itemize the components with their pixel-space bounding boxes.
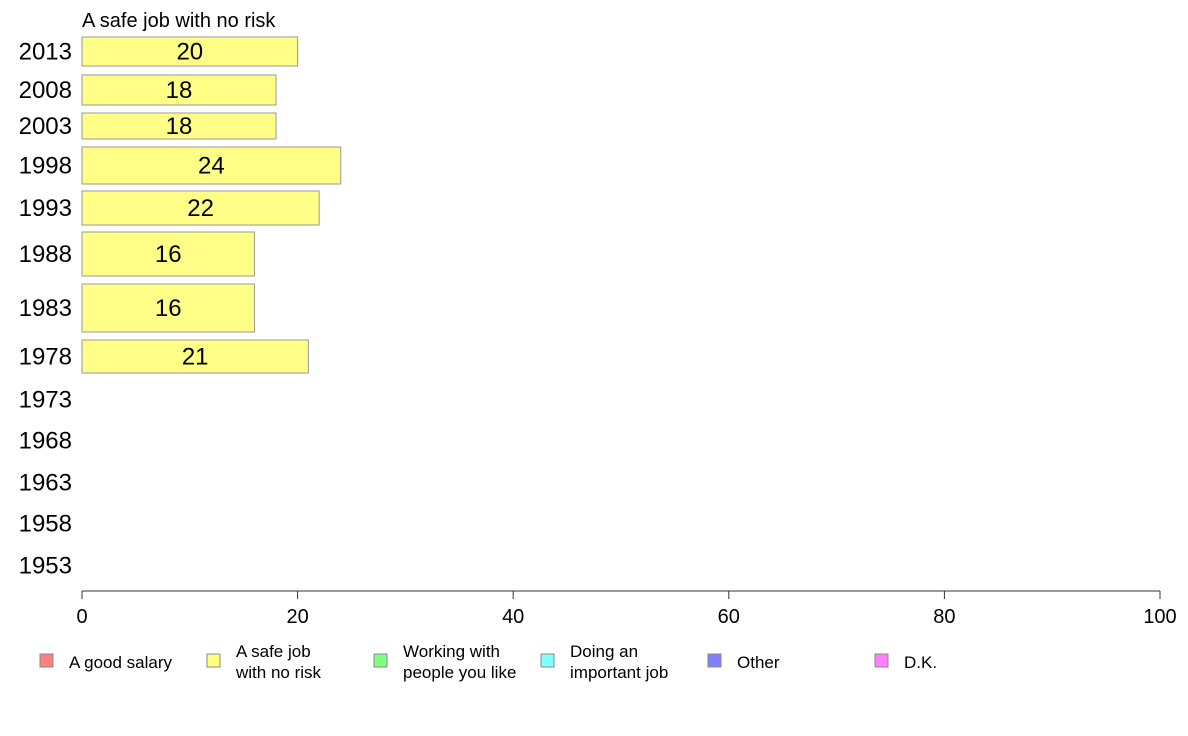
legend-swatch [206, 653, 221, 668]
y-tick-label: 1973 [19, 387, 72, 414]
y-tick-label: 1998 [19, 153, 72, 180]
legend-label: A safe job [236, 642, 311, 661]
x-tick-label: 40 [502, 606, 524, 628]
bar-value-label: 16 [155, 241, 182, 268]
bar [81, 112, 277, 140]
y-tick-label: 1968 [19, 428, 72, 455]
y-axis-labels: 2013 2008 2003 1998 1993 1988 1983 1978 1973 1968… [19, 39, 72, 580]
legend-swatch [874, 653, 889, 668]
y-tick-label: 1953 [19, 553, 72, 580]
legend-label: with no risk [235, 663, 322, 682]
legend-label: D.K. [904, 653, 937, 672]
bar-value-label: 20 [176, 39, 203, 66]
bar-value-label: 21 [182, 344, 209, 371]
y-tick-label: 1978 [19, 344, 72, 371]
bar [81, 231, 255, 277]
bar [81, 190, 320, 226]
bar-value-label: 24 [198, 153, 225, 180]
legend: A good salary A safe job with no risk Worki… [39, 642, 937, 682]
legend-label: people you like [403, 663, 516, 682]
y-tick-label: 2003 [19, 113, 72, 140]
x-axis: 0 20 40 60 80 100 [76, 590, 1177, 628]
legend-swatch [707, 653, 722, 668]
y-tick-label: 1993 [19, 195, 72, 222]
x-tick-label: 100 [1143, 606, 1176, 628]
bar-value-label: 16 [155, 295, 182, 322]
bar [81, 339, 309, 374]
legend-label: Working with [403, 642, 500, 661]
bar [81, 74, 277, 106]
legend-label: A good salary [69, 653, 173, 672]
x-tick-label: 60 [718, 606, 740, 628]
bar-value-label: 18 [166, 113, 193, 140]
y-tick-label: 2013 [19, 39, 72, 66]
legend-label: Other [737, 653, 780, 672]
y-tick-label: 2008 [19, 77, 72, 104]
legend-label: Doing an [570, 642, 638, 661]
legend-swatch [39, 653, 54, 668]
bar [81, 36, 299, 67]
x-tick-label: 20 [286, 606, 308, 628]
legend-swatch [373, 653, 388, 668]
x-tick-label: 80 [933, 606, 955, 628]
bar [81, 283, 255, 333]
legend-label: important job [570, 663, 668, 682]
y-tick-label: 1983 [19, 295, 72, 322]
legend-swatch [540, 653, 555, 668]
chart-title: A safe job with no risk [82, 10, 276, 32]
y-tick-label: 1963 [19, 470, 72, 497]
y-tick-label: 1988 [19, 241, 72, 268]
bar [81, 146, 342, 185]
y-tick-label: 1958 [19, 511, 72, 538]
bar-value-label: 22 [187, 195, 214, 222]
x-tick-label: 0 [76, 606, 87, 628]
bar-value-label: 18 [166, 77, 193, 104]
